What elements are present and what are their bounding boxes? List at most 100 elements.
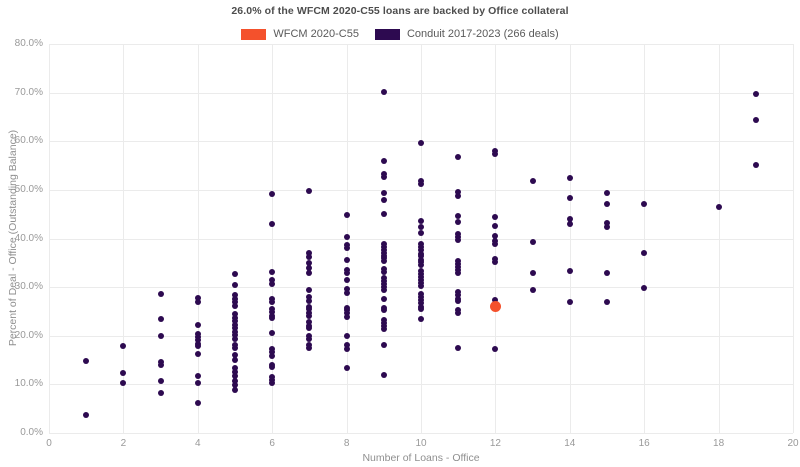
data-point[interactable]	[194, 299, 201, 306]
data-point[interactable]	[306, 286, 313, 293]
data-point[interactable]	[343, 286, 350, 293]
data-point[interactable]	[380, 88, 387, 95]
data-point[interactable]	[455, 310, 462, 317]
data-point[interactable]	[566, 215, 573, 222]
data-point[interactable]	[269, 309, 276, 316]
data-point[interactable]	[380, 268, 387, 275]
data-point[interactable]	[566, 220, 573, 227]
data-point[interactable]	[232, 332, 238, 339]
data-point[interactable]	[232, 344, 238, 351]
data-point[interactable]	[232, 318, 238, 325]
data-point[interactable]	[232, 369, 238, 376]
data-point[interactable]	[232, 386, 238, 393]
data-point[interactable]	[343, 310, 350, 317]
data-point[interactable]	[306, 335, 313, 342]
data-point[interactable]	[380, 307, 387, 314]
data-point[interactable]	[306, 319, 313, 326]
data-point[interactable]	[306, 345, 313, 352]
data-point[interactable]	[232, 321, 238, 328]
data-point[interactable]	[380, 170, 387, 177]
data-point[interactable]	[232, 365, 238, 372]
data-point[interactable]	[380, 316, 387, 323]
data-point[interactable]	[232, 291, 238, 298]
data-point[interactable]	[232, 324, 238, 331]
data-point[interactable]	[455, 236, 462, 243]
data-point[interactable]	[269, 306, 276, 312]
data-point[interactable]	[157, 377, 164, 384]
data-point[interactable]	[380, 190, 387, 197]
data-point[interactable]	[380, 211, 387, 218]
data-point[interactable]	[418, 276, 424, 283]
data-point[interactable]	[232, 282, 238, 289]
data-point[interactable]	[343, 266, 350, 273]
data-point[interactable]	[492, 151, 499, 158]
data-point[interactable]	[306, 312, 313, 319]
data-point[interactable]	[269, 353, 276, 360]
data-point[interactable]	[157, 390, 164, 397]
data-point[interactable]	[380, 341, 387, 348]
data-point[interactable]	[232, 351, 238, 358]
data-point[interactable]	[83, 411, 90, 418]
data-point[interactable]	[306, 325, 313, 332]
data-point[interactable]	[380, 295, 387, 302]
data-point[interactable]	[455, 297, 462, 304]
data-point[interactable]	[489, 301, 501, 313]
data-point[interactable]	[306, 297, 313, 304]
data-point[interactable]	[752, 161, 759, 168]
data-point[interactable]	[306, 187, 313, 194]
data-point[interactable]	[604, 189, 610, 196]
data-point[interactable]	[194, 380, 201, 387]
data-point[interactable]	[455, 344, 462, 351]
data-point[interactable]	[232, 270, 238, 277]
data-point[interactable]	[492, 223, 499, 230]
data-point[interactable]	[604, 219, 610, 226]
data-point[interactable]	[232, 378, 238, 385]
data-point[interactable]	[157, 362, 164, 369]
data-point[interactable]	[418, 270, 424, 277]
data-point[interactable]	[232, 299, 238, 306]
data-point[interactable]	[418, 262, 424, 269]
data-point[interactable]	[157, 291, 164, 298]
data-point[interactable]	[343, 364, 350, 371]
data-point[interactable]	[455, 212, 462, 219]
data-point[interactable]	[455, 154, 462, 161]
data-point[interactable]	[492, 296, 499, 303]
data-point[interactable]	[306, 269, 313, 276]
data-point[interactable]	[492, 241, 499, 248]
data-point[interactable]	[492, 232, 499, 239]
data-point[interactable]	[529, 177, 536, 184]
data-point[interactable]	[455, 230, 462, 237]
data-point[interactable]	[343, 289, 350, 296]
data-point[interactable]	[306, 253, 313, 260]
data-point[interactable]	[380, 158, 387, 165]
data-point[interactable]	[604, 270, 610, 277]
legend-item[interactable]: Conduit 2017-2023 (266 deals)	[374, 28, 559, 40]
data-point[interactable]	[380, 196, 387, 203]
data-point[interactable]	[269, 376, 276, 383]
data-point[interactable]	[418, 224, 424, 231]
data-point[interactable]	[194, 333, 201, 340]
data-point[interactable]	[269, 277, 276, 284]
data-point[interactable]	[343, 276, 350, 283]
data-point[interactable]	[232, 357, 238, 364]
data-point[interactable]	[269, 280, 276, 287]
data-point[interactable]	[418, 306, 424, 312]
legend-item[interactable]: WFCM 2020-C55	[241, 28, 359, 40]
data-point[interactable]	[529, 239, 536, 246]
data-point[interactable]	[343, 245, 350, 252]
data-point[interactable]	[566, 174, 573, 181]
data-point[interactable]	[343, 313, 350, 320]
data-point[interactable]	[194, 342, 201, 349]
data-point[interactable]	[492, 255, 499, 262]
data-point[interactable]	[194, 321, 201, 328]
data-point[interactable]	[306, 265, 313, 272]
data-point[interactable]	[418, 253, 424, 259]
data-point[interactable]	[641, 201, 648, 208]
data-point[interactable]	[120, 370, 127, 377]
data-point[interactable]	[194, 399, 201, 406]
data-point[interactable]	[418, 139, 424, 146]
data-point[interactable]	[380, 277, 387, 284]
data-point[interactable]	[492, 259, 499, 266]
data-point[interactable]	[194, 294, 201, 301]
data-point[interactable]	[455, 188, 462, 195]
